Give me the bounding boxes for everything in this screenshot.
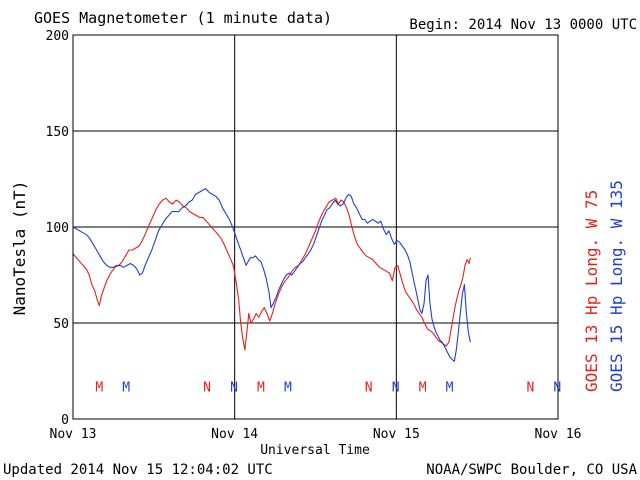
series-line-1 [72,188,471,362]
marker-m: M [284,380,292,395]
y-tick-label: 50 [53,317,69,332]
plot-frame [72,34,559,420]
grid-lines [73,35,558,419]
marker-m: M [419,380,427,395]
x-tick-label: Nov 14 [211,427,258,442]
legend-goes15: GOES 15 Hp Long. W 135 [607,180,626,392]
series-lines [72,188,471,362]
legend-goes13: GOES 13 Hp Long. W 75 [582,190,601,392]
series-line-0 [72,197,471,351]
marker-n: N [230,380,238,395]
marker-m: M [122,380,130,395]
x-tick-label: Nov 15 [373,427,420,442]
y-tick-labels: 0 50 100 150 200 [46,29,69,428]
y-axis-label: NanoTesla (nT) [10,181,29,316]
footer-source: NOAA/SWPC Boulder, CO USA [426,462,637,478]
y-tick-label: 100 [46,221,69,236]
marker-n: N [203,380,211,395]
x-tick-labels: Nov 13 Nov 14 Nov 15 Nov 16 [50,427,582,442]
x-axis-label: Universal Time [260,443,370,458]
y-tick-label: 200 [46,29,69,44]
y-tick-label: 150 [46,125,69,140]
marker-n: N [365,380,373,395]
x-tick-label: Nov 16 [535,427,582,442]
begin-label: Begin: 2014 Nov 13 0000 UTC [409,17,637,33]
y-tick-label: 0 [61,413,69,428]
marker-m: M [95,380,103,395]
marker-n: N [553,380,561,395]
marker-n: N [392,380,400,395]
x-tick-label: Nov 13 [50,427,97,442]
marker-m: M [446,380,454,395]
marker-n: N [526,380,534,395]
footer-updated: Updated 2014 Nov 15 12:04:02 UTC [3,462,273,478]
marker-m: M [257,380,265,395]
chart-title: GOES Magnetometer (1 minute data) [34,9,332,27]
